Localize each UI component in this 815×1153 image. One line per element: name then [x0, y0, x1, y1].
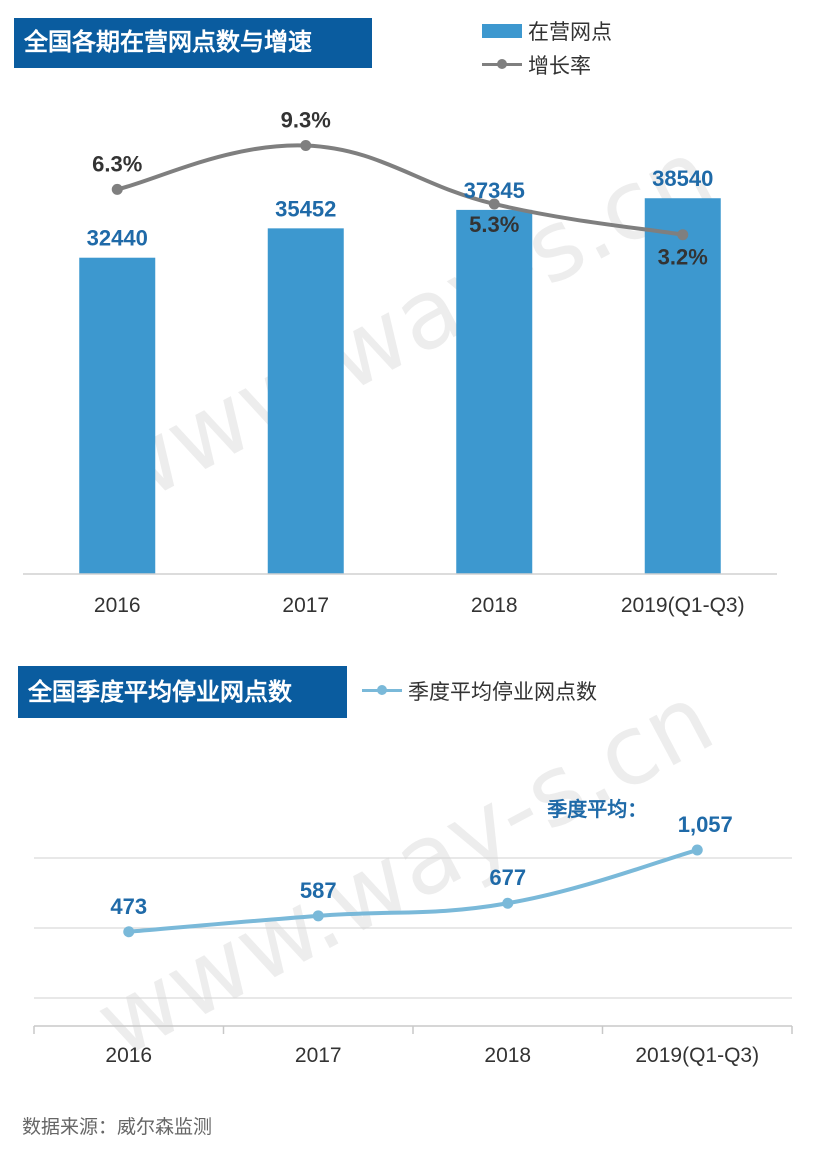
x-tick-label: 2016 — [105, 1044, 152, 1067]
closed-outlets-value-label: 473 — [110, 894, 147, 919]
x-tick-label: 2017 — [282, 594, 329, 617]
bar-value-label: 37345 — [464, 178, 525, 203]
bar-value-label: 38540 — [652, 166, 713, 191]
x-tick-label: 2018 — [471, 594, 518, 617]
bar-value-label: 32440 — [87, 226, 148, 251]
growth-rate-label: 9.3% — [281, 107, 331, 132]
chart2-title: 全国季度平均停业网点数 — [18, 666, 347, 718]
x-tick-label: 2019(Q1-Q3) — [621, 594, 745, 617]
chart1-group: 32440 35452 37345 38540 6.3% 9.3% 5.3% 3.2% 2016… — [23, 107, 777, 617]
growth-rate-point — [488, 198, 500, 210]
legend-label-growth: 增长率 — [528, 54, 591, 78]
closed-outlets-point — [502, 897, 514, 909]
closed-outlets-value-label: 1,057 — [678, 812, 733, 837]
chart2-group: 473 587 677 1,057 季度平均： 2016 2017 2018 2019(Q1-Q… — [33, 797, 793, 1067]
closed-outlets-point — [312, 910, 324, 922]
legend-label-closed: 季度平均停业网点数 — [408, 680, 597, 704]
bar-value-label: 35452 — [275, 196, 336, 221]
x-tick-label: 2017 — [295, 1044, 342, 1067]
closed-outlets-value-label: 677 — [489, 865, 526, 890]
legend-dot-swatch — [377, 685, 387, 695]
growth-rate-point — [300, 139, 312, 151]
growth-rate-line — [116, 143, 684, 237]
legend-bar-swatch — [482, 24, 522, 38]
closed-outlets-value-label: 587 — [300, 878, 337, 903]
bar-outlets — [267, 228, 344, 574]
legend-label-outlets: 在营网点 — [528, 20, 612, 44]
data-source-note: 数据来源：威尔森监测 — [22, 1116, 213, 1138]
growth-rate-label: 6.3% — [92, 151, 142, 176]
closed-outlets-point — [123, 926, 135, 938]
growth-rate-label: 3.2% — [658, 245, 708, 270]
x-tick-label: 2019(Q1-Q3) — [635, 1044, 759, 1067]
bar-outlets — [79, 257, 156, 574]
legend-dot-swatch — [497, 59, 507, 69]
closed-outlets-point — [691, 844, 703, 856]
watermark-text: www.way-s.cn — [79, 117, 731, 534]
chart1-title: 全国各期在营网点数与增速 — [14, 18, 372, 68]
x-tick-label: 2018 — [484, 1044, 531, 1067]
bar-outlets — [644, 198, 721, 575]
bar-outlets — [456, 209, 533, 575]
quarterly-average-annotation: 季度平均： — [546, 797, 647, 821]
growth-rate-point — [677, 229, 689, 241]
growth-rate-point — [111, 183, 123, 195]
growth-rate-label: 5.3% — [469, 212, 519, 237]
closed-outlets-line — [128, 848, 698, 934]
x-tick-label: 2016 — [94, 594, 141, 617]
